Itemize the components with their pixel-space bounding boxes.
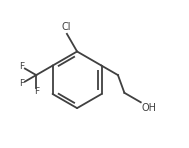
Text: F: F xyxy=(19,79,25,88)
Text: OH: OH xyxy=(142,103,157,113)
Text: F: F xyxy=(34,87,39,96)
Text: Cl: Cl xyxy=(61,22,71,32)
Text: F: F xyxy=(19,62,25,71)
